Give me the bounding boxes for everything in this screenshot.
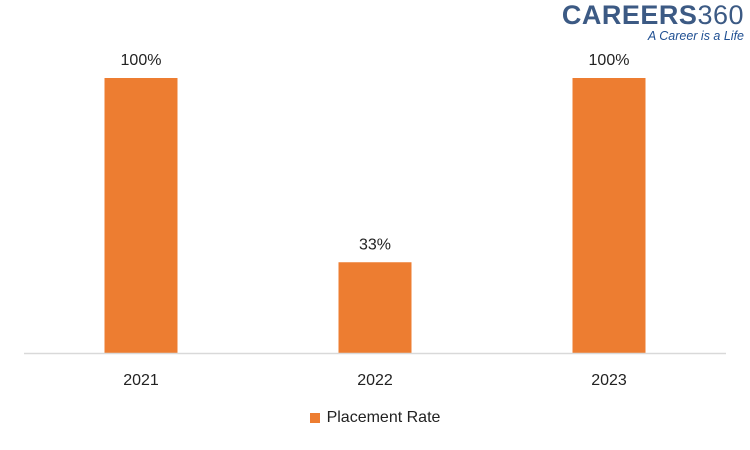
bar-2022 [338,262,412,353]
logo-tagline: A Career is a Life [647,29,744,43]
legend-swatch [309,413,320,423]
bar-2021 [104,78,178,353]
data-label-2022: 33% [359,236,391,253]
x-tick-label-2021: 2021 [123,372,159,389]
x-tick-label-2022: 2022 [357,372,393,389]
bar-2023 [572,78,646,353]
legend: Placement Rate [0,409,750,427]
logo-brand-number: 360 [697,0,744,30]
legend-label: Placement Rate [326,409,441,426]
logo-brand-letters: CAREERS [561,0,698,30]
logo-wordmark: CAREERS360 [562,2,744,29]
data-label-2023: 100% [589,52,630,69]
data-label-2021: 100% [121,52,162,69]
data-labels-group: 100% 33% 100% [121,52,630,253]
careers360-logo: CAREERS360 A Career is a Life [562,2,744,43]
x-tick-labels-group: 2021 2022 2023 [123,372,627,389]
x-tick-label-2023: 2023 [591,372,627,389]
bars-group [104,78,646,353]
